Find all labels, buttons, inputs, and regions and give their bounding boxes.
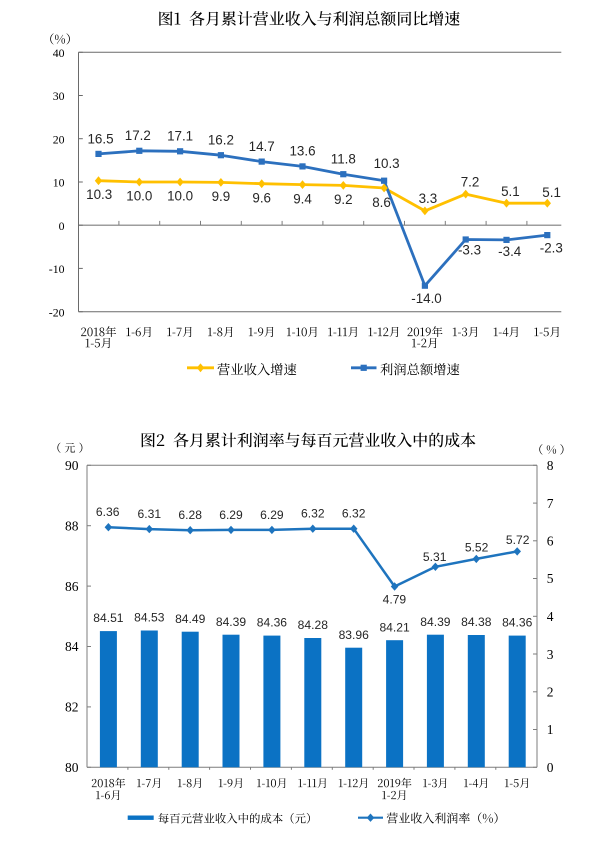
svg-text:82: 82 bbox=[65, 700, 79, 715]
svg-text:5.1: 5.1 bbox=[542, 185, 561, 200]
svg-text:88: 88 bbox=[65, 518, 79, 533]
svg-text:6.29: 6.29 bbox=[260, 508, 284, 522]
svg-text:84.21: 84.21 bbox=[379, 620, 410, 634]
svg-text:40: 40 bbox=[53, 46, 65, 60]
svg-text:5.52: 5.52 bbox=[465, 540, 489, 554]
svg-text:90: 90 bbox=[65, 458, 79, 473]
svg-text:4: 4 bbox=[547, 609, 554, 624]
svg-text:84.38: 84.38 bbox=[461, 615, 492, 629]
svg-text:5: 5 bbox=[547, 571, 554, 586]
svg-text:84.51: 84.51 bbox=[93, 611, 124, 625]
svg-text:-14.0: -14.0 bbox=[411, 291, 442, 306]
svg-text:84.39: 84.39 bbox=[216, 615, 247, 629]
svg-text:6: 6 bbox=[547, 534, 554, 549]
svg-text:10.3: 10.3 bbox=[86, 187, 112, 202]
svg-text:84.28: 84.28 bbox=[298, 618, 329, 632]
svg-text:8.6: 8.6 bbox=[372, 195, 391, 210]
svg-text:-3.4: -3.4 bbox=[498, 244, 522, 259]
svg-text:-10: -10 bbox=[49, 262, 65, 276]
svg-text:84.49: 84.49 bbox=[175, 612, 206, 626]
svg-text:84.36: 84.36 bbox=[502, 616, 533, 630]
svg-text:6.32: 6.32 bbox=[342, 507, 366, 521]
svg-text:0: 0 bbox=[59, 219, 65, 233]
svg-text:7.2: 7.2 bbox=[461, 175, 480, 190]
svg-text:5.72: 5.72 bbox=[506, 533, 530, 547]
svg-text:6.36: 6.36 bbox=[96, 505, 120, 519]
svg-text:4.79: 4.79 bbox=[383, 592, 407, 606]
svg-text:0: 0 bbox=[547, 760, 554, 775]
svg-text:6.31: 6.31 bbox=[138, 507, 162, 521]
svg-text:16.2: 16.2 bbox=[208, 132, 234, 147]
svg-text:6.32: 6.32 bbox=[301, 507, 325, 521]
svg-text:84.53: 84.53 bbox=[134, 611, 165, 625]
svg-text:10.0: 10.0 bbox=[126, 189, 152, 204]
svg-text:9.6: 9.6 bbox=[252, 190, 271, 205]
svg-text:5.1: 5.1 bbox=[501, 184, 520, 199]
svg-text:17.2: 17.2 bbox=[125, 128, 151, 143]
svg-text:-3.3: -3.3 bbox=[458, 242, 481, 257]
svg-text:16.5: 16.5 bbox=[87, 132, 113, 147]
svg-text:10.3: 10.3 bbox=[374, 156, 400, 171]
svg-text:-2.3: -2.3 bbox=[540, 240, 563, 255]
svg-text:10: 10 bbox=[53, 176, 65, 190]
svg-text:1: 1 bbox=[547, 722, 554, 737]
svg-text:8: 8 bbox=[547, 458, 554, 473]
svg-text:11.8: 11.8 bbox=[331, 151, 356, 166]
svg-text:84: 84 bbox=[65, 639, 79, 654]
svg-text:10.0: 10.0 bbox=[167, 189, 193, 204]
svg-text:86: 86 bbox=[65, 579, 79, 594]
svg-text:3.3: 3.3 bbox=[419, 191, 438, 206]
svg-text:9.9: 9.9 bbox=[212, 189, 231, 204]
svg-text:7: 7 bbox=[547, 496, 554, 511]
svg-text:30: 30 bbox=[53, 89, 65, 103]
svg-text:14.7: 14.7 bbox=[249, 139, 275, 154]
svg-text:20: 20 bbox=[53, 132, 65, 146]
svg-text:6.28: 6.28 bbox=[178, 508, 202, 522]
svg-text:13.6: 13.6 bbox=[289, 144, 315, 159]
svg-text:3: 3 bbox=[547, 647, 554, 662]
svg-text:-20: -20 bbox=[49, 305, 65, 319]
svg-text:9.4: 9.4 bbox=[293, 191, 312, 206]
svg-text:6.29: 6.29 bbox=[219, 508, 243, 522]
svg-text:83.96: 83.96 bbox=[339, 628, 370, 642]
svg-text:80: 80 bbox=[65, 760, 79, 775]
svg-text:2: 2 bbox=[547, 685, 554, 700]
svg-text:9.2: 9.2 bbox=[334, 192, 353, 207]
svg-text:84.36: 84.36 bbox=[257, 616, 288, 630]
svg-text:84.39: 84.39 bbox=[420, 615, 451, 629]
svg-text:17.1: 17.1 bbox=[167, 129, 193, 144]
svg-text:5.31: 5.31 bbox=[423, 550, 447, 564]
